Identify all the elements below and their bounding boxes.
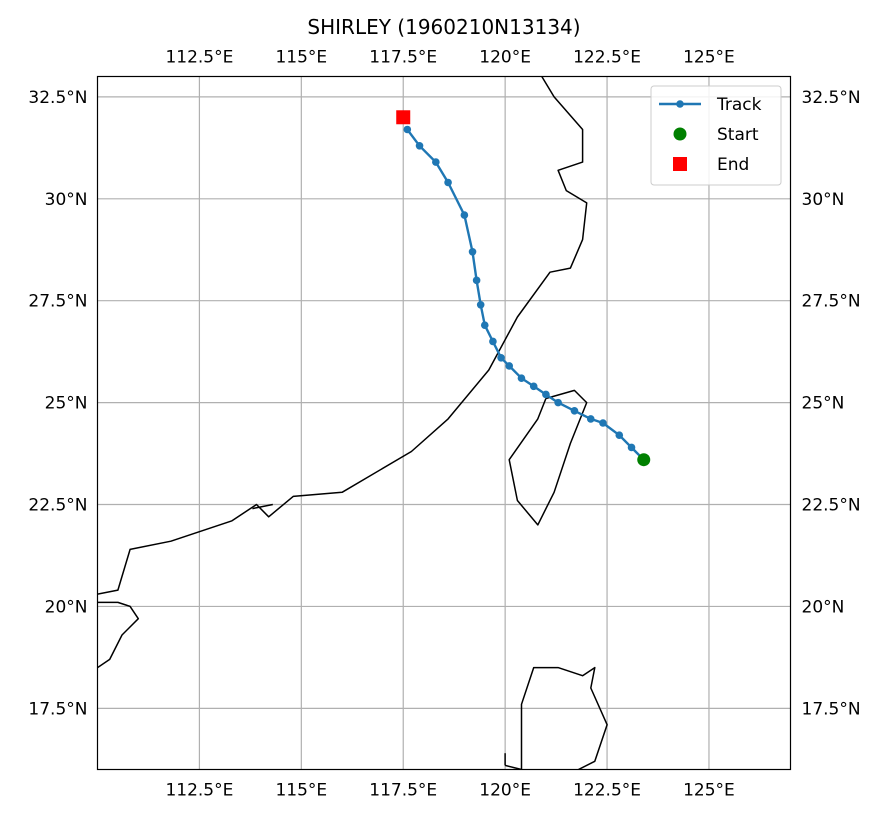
axis-ticks: 112.5°E 112.5°E 115°E 115°E 117.5°E 117.5°E 12… bbox=[28, 48, 860, 801]
track-point-10 bbox=[505, 362, 514, 370]
legend: Track Start End bbox=[650, 85, 782, 186]
coastlines bbox=[97, 76, 608, 770]
y-tick-left-1: 20°N bbox=[45, 597, 88, 617]
legend-label-0: Track bbox=[716, 95, 762, 115]
track-point-13 bbox=[480, 321, 489, 329]
x-tick-bottom-1: 115°E bbox=[275, 781, 327, 801]
coastline-5 bbox=[252, 503, 273, 510]
y-tick-left-0: 17.5°N bbox=[28, 699, 87, 719]
track-point-4 bbox=[586, 415, 595, 423]
x-tick-top-0: 112.5°E bbox=[165, 48, 233, 68]
end-marker bbox=[396, 110, 411, 125]
track-point-16 bbox=[468, 247, 477, 256]
track-point-15 bbox=[472, 276, 481, 285]
coastline-2 bbox=[97, 601, 140, 669]
x-tick-top-4: 122.5°E bbox=[573, 48, 641, 68]
track-point-19 bbox=[432, 158, 440, 166]
track-point-21 bbox=[403, 125, 412, 134]
chart-title: SHIRLEY (1960210N13134) bbox=[307, 15, 580, 39]
track-point-1 bbox=[627, 443, 636, 452]
y-tick-left-5: 30°N bbox=[45, 190, 88, 210]
x-tick-bottom-4: 122.5°E bbox=[573, 781, 641, 801]
legend-track-marker bbox=[676, 100, 684, 108]
legend-label-1: Start bbox=[717, 125, 759, 145]
legend-end-marker bbox=[673, 157, 687, 171]
track-point-11 bbox=[497, 353, 505, 362]
x-tick-bottom-2: 117.5°E bbox=[369, 781, 437, 801]
y-tick-right-5: 30°N bbox=[802, 190, 845, 210]
track-point-6 bbox=[554, 398, 562, 407]
legend-box bbox=[650, 85, 782, 186]
y-tick-right-2: 22.5°N bbox=[802, 496, 861, 516]
y-tick-right-4: 27.5°N bbox=[802, 292, 861, 312]
y-tick-left-3: 25°N bbox=[45, 394, 88, 414]
plot-frame bbox=[96, 75, 792, 771]
coastline-3 bbox=[504, 666, 608, 770]
x-tick-bottom-5: 125°E bbox=[683, 781, 735, 801]
y-tick-right-3: 25°N bbox=[802, 394, 845, 414]
track-point-3 bbox=[599, 419, 607, 427]
track-point-8 bbox=[529, 382, 538, 391]
track-endpoints bbox=[396, 110, 651, 467]
x-tick-top-5: 125°E bbox=[683, 48, 735, 68]
y-tick-right-1: 20°N bbox=[802, 597, 845, 617]
track-line bbox=[406, 128, 645, 461]
y-tick-left-4: 27.5°N bbox=[28, 292, 87, 312]
start-marker bbox=[637, 453, 651, 467]
track-point-17 bbox=[460, 211, 469, 219]
coastline-0 bbox=[97, 76, 588, 595]
track-point-5 bbox=[570, 406, 579, 415]
track-point-20 bbox=[415, 142, 424, 150]
x-tick-top-1: 115°E bbox=[275, 48, 327, 68]
track-point-18 bbox=[444, 178, 452, 187]
legend-label-2: End bbox=[717, 155, 749, 175]
track-point-9 bbox=[517, 374, 526, 382]
coastline-1 bbox=[508, 389, 588, 526]
legend-start-marker bbox=[673, 127, 687, 141]
x-tick-top-2: 117.5°E bbox=[369, 48, 437, 68]
y-tick-right-0: 17.5°N bbox=[802, 699, 861, 719]
x-tick-top-3: 120°E bbox=[479, 48, 531, 68]
x-tick-bottom-0: 112.5°E bbox=[165, 781, 233, 801]
y-tick-right-6: 32.5°N bbox=[802, 88, 861, 108]
track-point-12 bbox=[489, 337, 497, 346]
track-point-7 bbox=[542, 390, 550, 399]
track-series bbox=[403, 125, 648, 464]
y-tick-left-6: 32.5°N bbox=[28, 88, 87, 108]
x-tick-bottom-3: 120°E bbox=[479, 781, 531, 801]
track-point-2 bbox=[615, 431, 624, 440]
y-tick-left-2: 22.5°N bbox=[28, 496, 87, 516]
track-point-14 bbox=[476, 300, 485, 309]
